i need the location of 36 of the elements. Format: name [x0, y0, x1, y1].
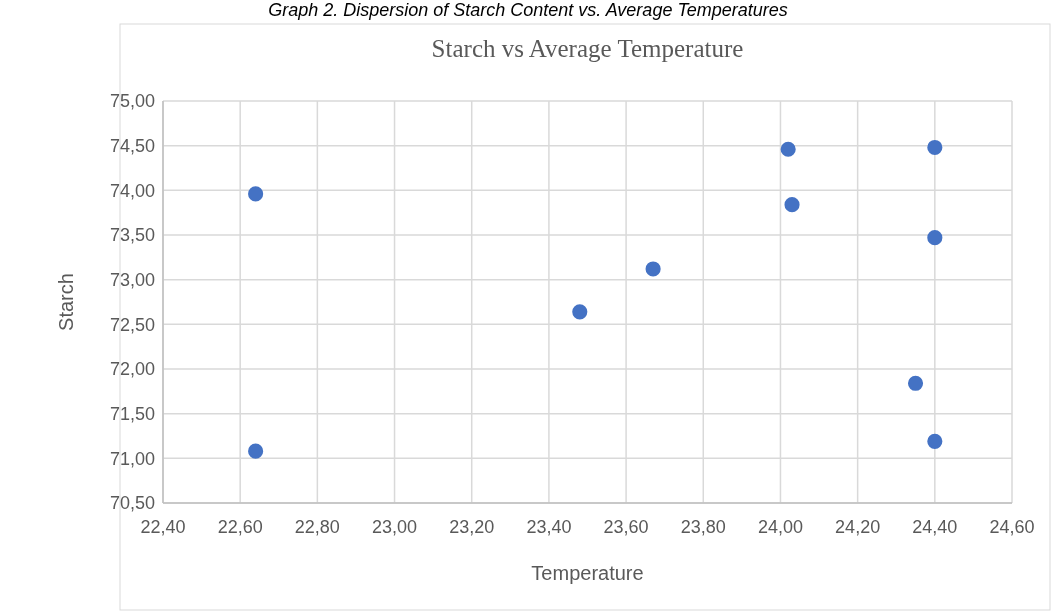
- y-tick-label: 73,50: [109, 225, 155, 246]
- x-tick-label: 22,60: [217, 517, 263, 537]
- point: [248, 186, 264, 202]
- x-tick-label: 24,60: [989, 517, 1035, 537]
- point: [907, 375, 924, 391]
- x-tick-label: 22,40: [140, 517, 186, 537]
- x-tick-label: 23,40: [526, 517, 572, 537]
- point: [572, 304, 588, 320]
- x-tick-label: 23,00: [372, 517, 418, 537]
- y-tick-label: 71,50: [109, 403, 155, 424]
- y-tick-label: 72,00: [109, 359, 155, 380]
- point: [927, 139, 943, 156]
- x-tick-label: 24,40: [912, 517, 958, 537]
- y-tick-label: 72,50: [109, 314, 155, 335]
- x-tick-label: 24,20: [835, 517, 881, 537]
- x-tick-label: 23,80: [680, 517, 726, 537]
- x-tick-label: 23,20: [449, 517, 495, 537]
- y-tick-label: 73,00: [109, 269, 155, 290]
- y-tick-label: 75,00: [109, 91, 155, 112]
- point: [248, 443, 264, 459]
- point: [645, 261, 661, 277]
- x-tick-label: 23,60: [603, 517, 649, 537]
- x-tick-label: 24,00: [757, 517, 803, 537]
- x-tick-label: 22,80: [294, 517, 340, 537]
- x-axis-title: Temperature: [531, 562, 644, 584]
- point: [780, 141, 796, 157]
- point: [927, 433, 943, 449]
- point: [784, 197, 800, 213]
- caption: Graph 2. Dispersion of Starch Content vs. Average Temperatures: [268, 0, 788, 20]
- y-tick-label: 70,50: [109, 493, 155, 514]
- chart-title: Starch vs Average Temperature: [431, 35, 744, 62]
- point: [927, 230, 943, 246]
- y-axis-title: Starch: [55, 273, 77, 331]
- y-tick-label: 74,00: [109, 180, 155, 201]
- y-tick-label: 74,50: [109, 135, 155, 156]
- y-tick-label: 71,00: [109, 448, 155, 469]
